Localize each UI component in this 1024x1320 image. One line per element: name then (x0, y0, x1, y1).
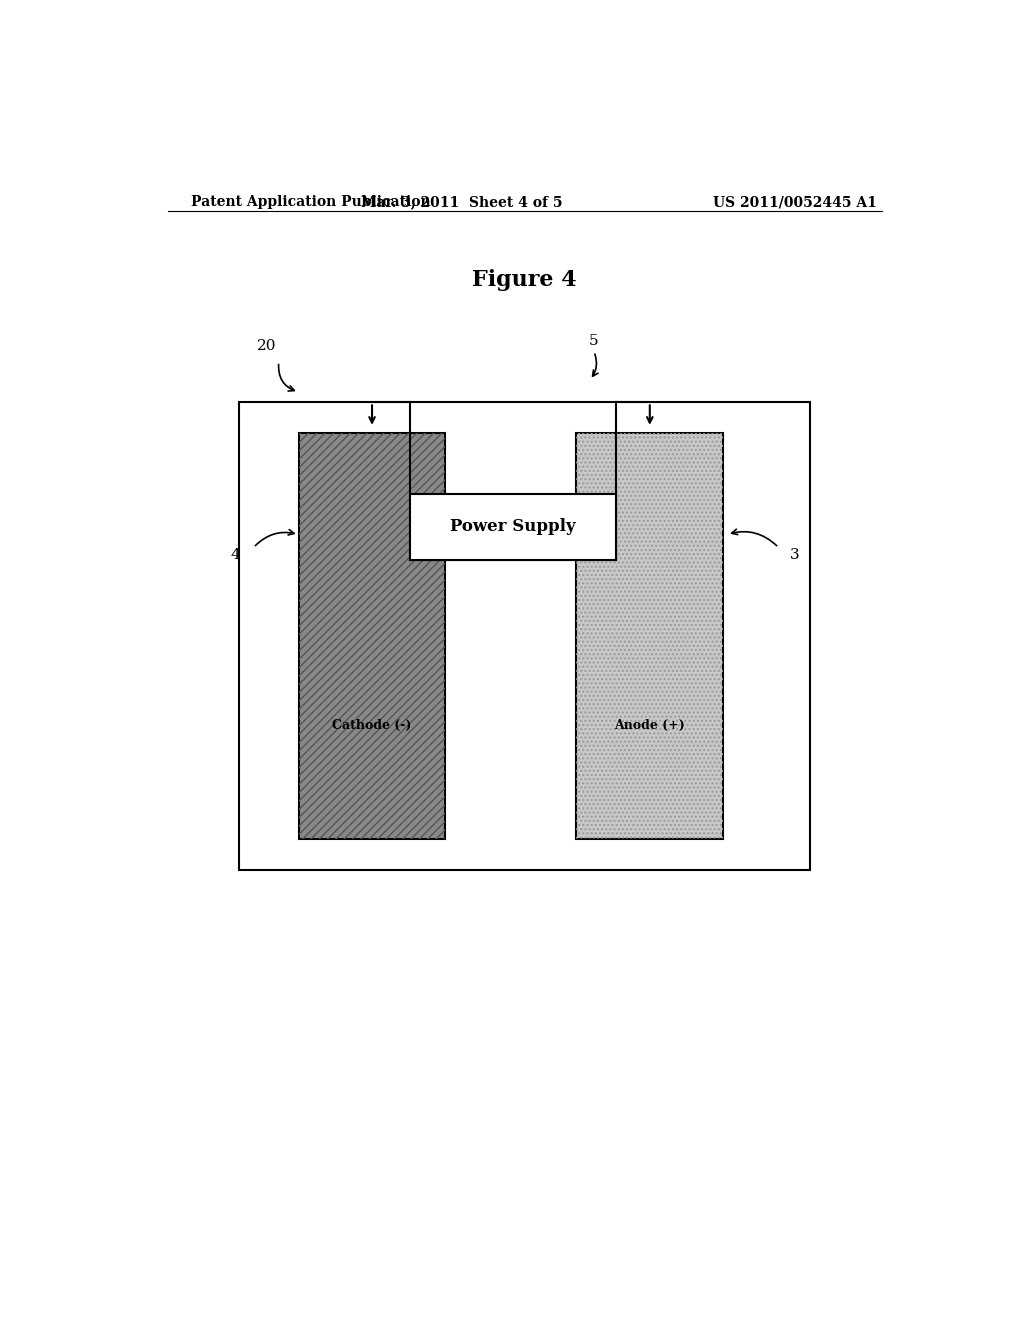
Bar (577, 433, 723, 840)
Bar (240, 403, 811, 870)
Bar (299, 433, 445, 840)
Text: 3: 3 (790, 548, 800, 562)
Text: US 2011/0052445 A1: US 2011/0052445 A1 (713, 195, 877, 209)
Text: 4: 4 (230, 548, 240, 562)
Text: Power Supply: Power Supply (451, 519, 575, 536)
Bar (577, 433, 723, 840)
Text: 20: 20 (257, 339, 276, 354)
Bar (410, 494, 616, 560)
Text: 5: 5 (589, 334, 599, 348)
Bar (299, 433, 445, 840)
Text: Cathode (-): Cathode (-) (333, 719, 412, 733)
Text: Figure 4: Figure 4 (472, 269, 578, 292)
Text: Patent Application Publication: Patent Application Publication (191, 195, 431, 209)
Text: Anode (+): Anode (+) (614, 719, 685, 733)
Text: Mar. 3, 2011  Sheet 4 of 5: Mar. 3, 2011 Sheet 4 of 5 (360, 195, 562, 209)
